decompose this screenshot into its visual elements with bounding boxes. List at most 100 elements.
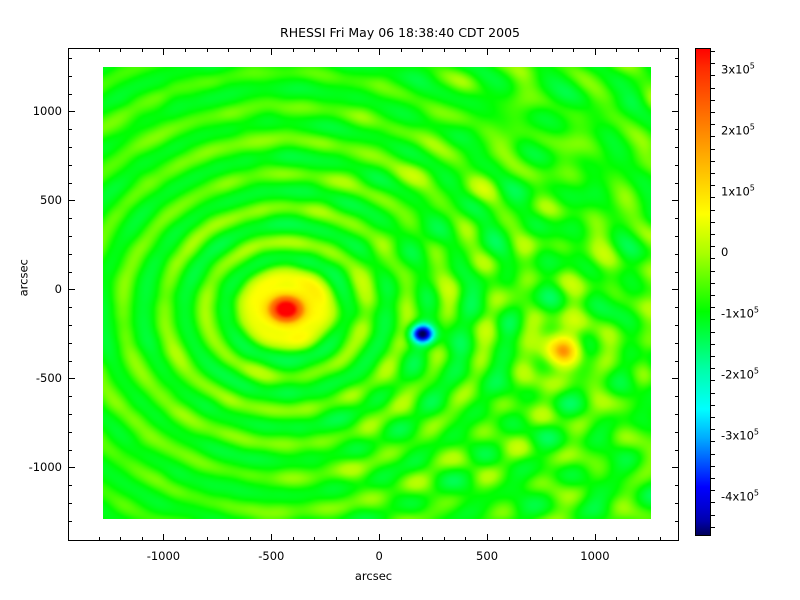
colorbar-tick bbox=[711, 149, 715, 150]
x-tick-top bbox=[250, 48, 251, 52]
x-tick-bottom bbox=[509, 537, 510, 541]
colorbar-tick bbox=[711, 429, 715, 430]
y-tick-left bbox=[68, 254, 72, 255]
y-tick-left bbox=[68, 289, 75, 290]
x-tick-top bbox=[336, 48, 337, 52]
y-tick-left bbox=[68, 450, 72, 451]
y-tick-right bbox=[675, 147, 679, 148]
colorbar-tick bbox=[711, 307, 715, 308]
y-tick-left bbox=[68, 325, 72, 326]
y-tick-right bbox=[675, 361, 679, 362]
colorbar-tick bbox=[711, 136, 715, 137]
colorbar-tick bbox=[711, 234, 715, 235]
y-tick-right bbox=[675, 307, 679, 308]
y-tick-right bbox=[672, 111, 679, 112]
x-tick-label: 0 bbox=[375, 549, 383, 563]
colorbar-tick bbox=[711, 161, 715, 162]
colorbar-tick bbox=[711, 222, 715, 223]
x-tick-bottom bbox=[250, 537, 251, 541]
x-tick-top bbox=[509, 48, 510, 52]
y-tick-right bbox=[675, 396, 679, 397]
plot-title: RHESSI Fri May 06 18:38:40 CDT 2005 bbox=[280, 25, 520, 40]
colorbar-tick bbox=[711, 478, 715, 479]
colorbar-tick bbox=[711, 515, 715, 516]
y-tick-left bbox=[68, 378, 75, 379]
colorbar-tick-label: 2x105 bbox=[721, 122, 755, 138]
x-tick-top bbox=[616, 48, 617, 52]
y-tick-left bbox=[68, 236, 72, 237]
y-tick-label: 0 bbox=[54, 282, 62, 297]
x-tick-label: -1000 bbox=[146, 549, 181, 563]
x-tick-bottom bbox=[142, 537, 143, 541]
x-tick-label: -500 bbox=[258, 549, 285, 563]
y-tick-right bbox=[675, 58, 679, 59]
y-tick-left bbox=[68, 432, 72, 433]
colorbar-tick-label: -4x105 bbox=[721, 488, 759, 504]
y-tick-right bbox=[672, 467, 679, 468]
y-tick-left bbox=[68, 58, 72, 59]
y-tick-left bbox=[68, 76, 72, 77]
x-tick-bottom bbox=[573, 537, 574, 541]
x-tick-top bbox=[142, 48, 143, 52]
y-tick-left bbox=[68, 147, 72, 148]
colorbar-tick bbox=[711, 100, 715, 101]
y-tick-left bbox=[68, 218, 72, 219]
y-tick-right bbox=[675, 76, 679, 77]
x-tick-bottom bbox=[487, 534, 488, 541]
y-tick-right bbox=[675, 325, 679, 326]
colorbar-tick bbox=[711, 466, 715, 467]
x-tick-bottom bbox=[185, 537, 186, 541]
colorbar-tick bbox=[711, 185, 715, 186]
x-tick-top bbox=[207, 48, 208, 52]
colorbar-tick bbox=[711, 173, 715, 174]
colorbar-tick bbox=[711, 405, 715, 406]
colorbar-tick-label: -3x105 bbox=[721, 427, 759, 443]
x-tick-top bbox=[314, 48, 315, 52]
colorbar-tick bbox=[711, 368, 715, 369]
colorbar-tick bbox=[711, 417, 715, 418]
x-tick-top bbox=[271, 48, 272, 55]
x-tick-top bbox=[185, 48, 186, 52]
colorbar bbox=[695, 48, 711, 536]
x-tick-bottom bbox=[228, 537, 229, 541]
y-tick-left bbox=[68, 485, 72, 486]
y-tick-right bbox=[672, 378, 679, 379]
x-tick-label: 500 bbox=[476, 549, 499, 563]
x-tick-bottom bbox=[530, 537, 531, 541]
colorbar-tick bbox=[711, 380, 715, 381]
colorbar-tick bbox=[711, 210, 715, 211]
y-tick-label: -500 bbox=[35, 371, 62, 386]
x-tick-bottom bbox=[616, 537, 617, 541]
colorbar-tick bbox=[711, 332, 715, 333]
x-tick-bottom bbox=[207, 537, 208, 541]
heatmap-canvas bbox=[103, 67, 651, 519]
colorbar-tick bbox=[711, 258, 715, 259]
colorbar-tick-label: -1x105 bbox=[721, 305, 759, 321]
x-tick-bottom bbox=[444, 537, 445, 541]
x-tick-bottom bbox=[314, 537, 315, 541]
colorbar-tick bbox=[711, 283, 715, 284]
colorbar-tick-label: -2x105 bbox=[721, 366, 759, 382]
x-tick-top bbox=[228, 48, 229, 52]
x-tick-top bbox=[552, 48, 553, 52]
x-tick-top bbox=[401, 48, 402, 52]
colorbar-tick-label: 3x105 bbox=[721, 61, 755, 77]
x-tick-top bbox=[120, 48, 121, 52]
colorbar-tick bbox=[711, 88, 715, 89]
y-axis-label: arcsec bbox=[16, 259, 31, 297]
y-tick-right bbox=[675, 254, 679, 255]
y-tick-right bbox=[675, 503, 679, 504]
colorbar-tick bbox=[711, 356, 715, 357]
x-tick-top bbox=[638, 48, 639, 52]
x-tick-top bbox=[379, 48, 380, 55]
x-tick-bottom bbox=[595, 534, 596, 541]
colorbar-tick bbox=[711, 319, 715, 320]
x-tick-top bbox=[293, 48, 294, 52]
x-tick-top bbox=[465, 48, 466, 52]
x-tick-bottom bbox=[163, 534, 164, 541]
image-data-area bbox=[103, 67, 651, 519]
y-tick-left bbox=[68, 94, 72, 95]
x-tick-bottom bbox=[358, 537, 359, 541]
y-tick-left bbox=[68, 307, 72, 308]
